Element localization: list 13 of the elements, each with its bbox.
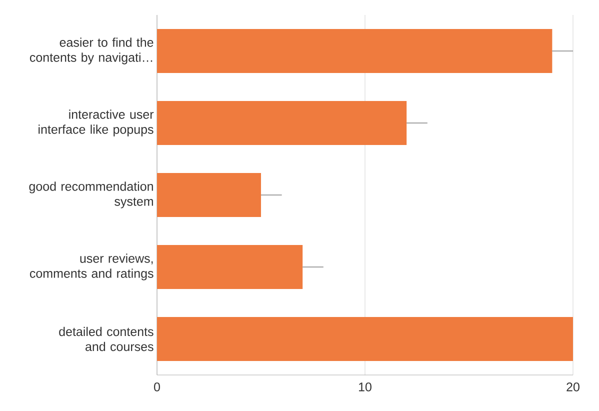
x-tick-label: 20 [566,382,580,392]
bar [157,172,262,217]
bar [157,316,573,361]
x-tick-label: 10 [359,382,372,392]
bar [157,28,552,73]
x-tick-label: 0 [154,382,160,392]
y-tick-label: good recommendation system [29,182,153,208]
bar [157,244,303,289]
y-tick-label: user reviews, comments and ratings [30,254,154,280]
y-tick-label: detailed contents and courses [59,326,154,352]
y-tick-label: easier to find the contents by navigati… [30,38,154,64]
y-tick-label: interactive user interface like popups [38,110,154,136]
bar [157,100,407,145]
